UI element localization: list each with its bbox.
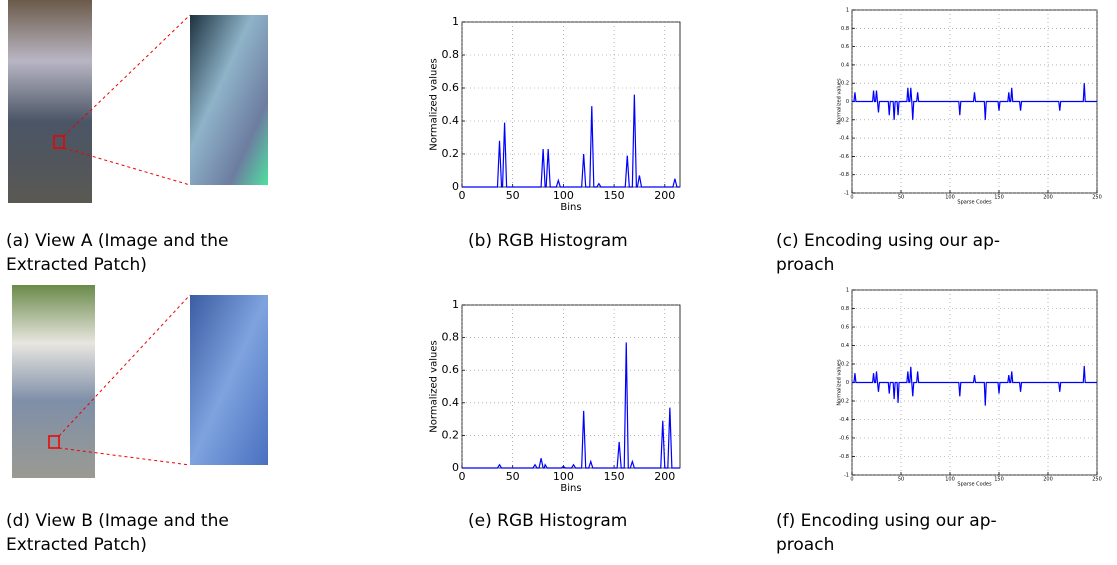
patch-image [190, 295, 268, 465]
y-axis-label: Normalized values [837, 78, 843, 125]
x-tick-label: 150 [604, 470, 625, 483]
x-tick-label: 0 [459, 470, 466, 483]
x-tick-label: 100 [945, 477, 955, 483]
caption: (e) RGB Histogram [468, 511, 627, 531]
x-tick-label: 0 [850, 195, 853, 201]
data-line [462, 342, 680, 469]
caption: (d) View B (Image and the [6, 511, 229, 531]
data-line [852, 83, 1097, 120]
y-tick-label: 0.6 [841, 325, 849, 331]
y-tick-label: 0.2 [442, 147, 460, 160]
person-image [12, 285, 95, 478]
x-tick-label: 50 [506, 189, 520, 202]
x-tick-label: 200 [1043, 477, 1053, 483]
y-axis-label: Normalized values [428, 58, 439, 150]
y-tick-label: -1 [844, 473, 849, 479]
person-image [8, 0, 92, 203]
y-tick-label: 0.4 [442, 114, 460, 127]
x-tick-label: 0 [850, 477, 853, 483]
image-view-a [8, 0, 268, 203]
plot-frame [461, 304, 681, 469]
y-tick-label: 0 [452, 461, 459, 474]
y-tick-label: 0.8 [841, 26, 849, 32]
image-view-b [12, 285, 268, 478]
y-tick-label: -0.2 [839, 399, 849, 405]
caption: (f) Encoding using our ap- [776, 511, 997, 531]
y-tick-label: 0.6 [841, 44, 849, 50]
data-line [462, 94, 680, 188]
y-tick-label: -0.8 [839, 172, 849, 178]
y-tick-label: -1 [844, 191, 849, 197]
x-tick-label: 150 [604, 189, 625, 202]
caption: Extracted Patch) [6, 535, 147, 555]
y-tick-label: 1 [452, 15, 459, 28]
y-tick-label: -0.6 [839, 154, 849, 160]
y-tick-label: 0.8 [841, 306, 849, 312]
patch-box [48, 435, 60, 449]
x-tick-label: 250 [1092, 477, 1102, 483]
y-tick-label: 0.6 [442, 81, 460, 94]
y-tick-label: 0.4 [841, 62, 849, 68]
connector [63, 14, 191, 137]
x-tick-label: 200 [654, 189, 675, 202]
y-tick-label: 0.2 [442, 428, 460, 441]
patch-image [190, 15, 268, 185]
x-tick-label: 50 [898, 195, 904, 201]
connector [58, 294, 191, 437]
y-tick-label: 0.8 [442, 48, 460, 61]
y-tick-label: 0 [846, 99, 849, 105]
caption: proach [776, 255, 834, 275]
x-tick-label: 150 [994, 195, 1004, 201]
y-tick-label: 0 [846, 380, 849, 386]
y-tick-label: -0.6 [839, 436, 849, 442]
y-tick-label: 0.4 [442, 396, 460, 409]
plot-frame [461, 21, 681, 188]
x-tick-label: 100 [553, 189, 574, 202]
y-tick-label: -0.4 [839, 417, 849, 423]
y-tick-label: 1 [846, 8, 849, 14]
y-tick-label: 0.2 [841, 362, 849, 368]
x-tick-label: 200 [1043, 195, 1053, 201]
y-tick-label: -0.8 [839, 454, 849, 460]
caption: (a) View A (Image and the [6, 231, 228, 251]
caption: proach [776, 535, 834, 555]
x-tick-label: 100 [945, 195, 955, 201]
connector [58, 447, 191, 466]
y-axis-label: Normalized values [428, 340, 439, 432]
x-tick-label: 0 [459, 189, 466, 202]
data-line [852, 365, 1097, 406]
x-axis-label: Bins [560, 483, 581, 494]
x-axis-label: Bins [560, 202, 581, 213]
x-tick-label: 150 [994, 477, 1004, 483]
y-tick-label: 1 [452, 298, 459, 311]
y-tick-label: -0.4 [839, 136, 849, 142]
y-tick-label: 0.6 [442, 363, 460, 376]
y-tick-label: 0.8 [442, 331, 460, 344]
y-axis-label: Normalized values [837, 359, 843, 406]
caption: (c) Encoding using our ap- [776, 231, 1000, 251]
y-tick-label: 0.4 [841, 343, 849, 349]
y-tick-label: 1 [846, 288, 849, 294]
x-tick-label: 200 [654, 470, 675, 483]
x-tick-label: 250 [1092, 195, 1102, 201]
x-tick-label: 50 [898, 477, 904, 483]
x-axis-label: Sparse Codes [957, 200, 992, 206]
y-tick-label: -0.2 [839, 117, 849, 123]
caption: (b) RGB Histogram [468, 231, 628, 251]
patch-box [53, 135, 65, 149]
caption: Extracted Patch) [6, 255, 147, 275]
x-tick-label: 50 [506, 470, 520, 483]
connector [63, 147, 191, 186]
y-tick-label: 0 [452, 180, 459, 193]
y-tick-label: 0.2 [841, 81, 849, 87]
x-tick-label: 100 [553, 470, 574, 483]
x-axis-label: Sparse Codes [957, 482, 992, 488]
